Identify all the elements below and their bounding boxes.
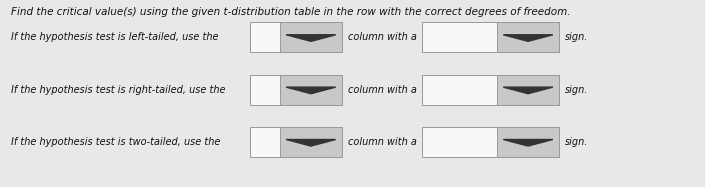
FancyBboxPatch shape [280, 22, 342, 52]
FancyBboxPatch shape [497, 22, 559, 52]
Text: Find the critical value(s) using the given t-distribution table in the row with : Find the critical value(s) using the giv… [11, 7, 570, 17]
Polygon shape [503, 140, 553, 146]
Text: If the hypothesis test is right-tailed, use the: If the hypothesis test is right-tailed, … [11, 85, 225, 95]
FancyBboxPatch shape [497, 75, 559, 105]
Polygon shape [286, 35, 336, 41]
Polygon shape [286, 140, 336, 146]
FancyBboxPatch shape [250, 75, 342, 105]
Polygon shape [503, 35, 553, 41]
Text: If the hypothesis test is two-tailed, use the: If the hypothesis test is two-tailed, us… [11, 137, 220, 147]
FancyBboxPatch shape [497, 127, 559, 157]
Text: sign.: sign. [565, 137, 588, 147]
FancyBboxPatch shape [422, 22, 559, 52]
FancyBboxPatch shape [280, 75, 342, 105]
FancyBboxPatch shape [250, 22, 342, 52]
Text: sign.: sign. [565, 32, 588, 42]
FancyBboxPatch shape [422, 127, 559, 157]
Text: sign.: sign. [565, 85, 588, 95]
FancyBboxPatch shape [250, 127, 342, 157]
Text: column with a: column with a [348, 32, 417, 42]
Text: column with a: column with a [348, 137, 417, 147]
Polygon shape [286, 87, 336, 94]
Text: column with a: column with a [348, 85, 417, 95]
Polygon shape [503, 87, 553, 94]
FancyBboxPatch shape [422, 75, 559, 105]
FancyBboxPatch shape [280, 127, 342, 157]
Text: If the hypothesis test is left-tailed, use the: If the hypothesis test is left-tailed, u… [11, 32, 218, 42]
